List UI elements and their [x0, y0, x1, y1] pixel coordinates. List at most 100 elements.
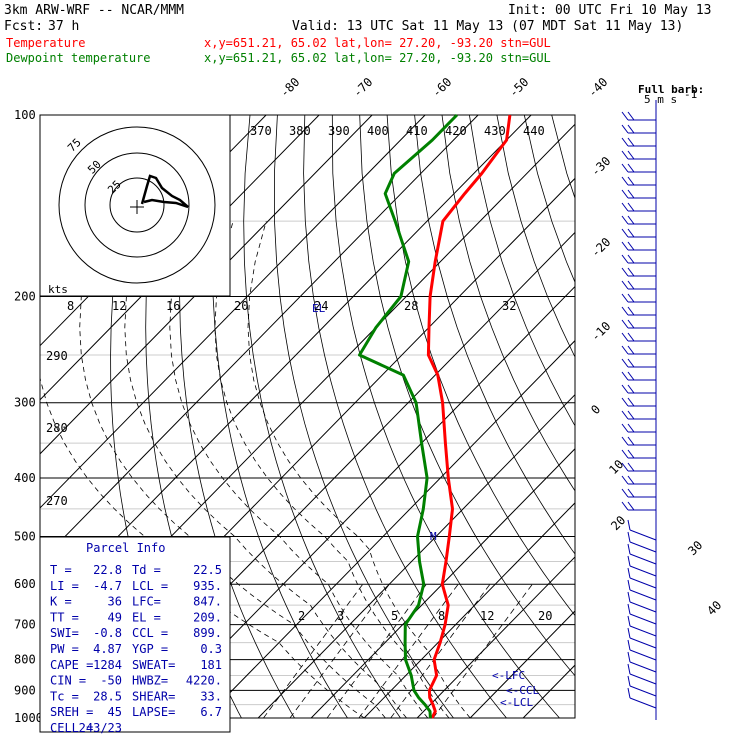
parcel-info-cell: CCL =: [132, 626, 168, 640]
fcst-label: Fcst:: [4, 19, 43, 34]
wind-barb-flag: [621, 150, 629, 160]
isotherm-10: [363, 502, 575, 718]
parcel-info-cell: 36: [108, 595, 122, 609]
pressure-tick-label: 900: [14, 683, 36, 697]
isotherm-label: -20: [588, 235, 613, 260]
dry-adiabat-410: [579, 115, 740, 731]
hodograph-trace: [140, 174, 189, 209]
dewpoint-line: [358, 113, 458, 719]
parcel-info-cell: 45: [108, 705, 122, 719]
wind-barb-flag: [621, 137, 629, 147]
parcel-info-cell: T =: [50, 563, 72, 577]
theta-label: 400: [367, 124, 389, 138]
wind-barb: [629, 529, 657, 541]
isotherm-label: -30: [588, 154, 613, 179]
moist-adiabat-18: [124, 221, 407, 718]
parcel-info-cell: 847.: [193, 595, 222, 609]
wind-barb-flag: [627, 202, 635, 212]
theta-label: 420: [445, 124, 467, 138]
parcel-info-cell: 935.: [193, 579, 222, 593]
dry-adiabat-320: [331, 115, 561, 718]
wind-barb-flag: [627, 615, 631, 627]
wind-barb-flag: [621, 267, 629, 277]
legend-temperature-label: Temperature: [6, 36, 85, 50]
wind-barb-flag: [627, 228, 635, 238]
pressure-tick-label: 1000: [14, 711, 43, 725]
dry-adiabat-label: 270: [46, 494, 68, 508]
parcel-info-cell: 899.: [193, 626, 222, 640]
wind-barb-flag: [627, 163, 635, 173]
wind-barb-flag: [627, 591, 631, 603]
wind-barb-flag: [621, 176, 629, 186]
wind-barb-flag: [627, 436, 635, 446]
ccl-marker: <-CCL: [506, 684, 539, 697]
wind-barb-flag: [627, 137, 635, 147]
wind-barb-flag: [621, 501, 629, 511]
dry-adiabat-380: [496, 115, 575, 358]
init-time: Init: 00 UTC Fri 10 May 13: [508, 3, 712, 18]
wind-barb-flag: [621, 280, 629, 290]
parcel-info-cell: 22.5: [193, 563, 222, 577]
wind-barb: [629, 601, 657, 613]
wind-barb-flag: [627, 567, 631, 579]
hodograph-unit-label: kts: [48, 283, 68, 296]
wind-barb: [629, 541, 657, 553]
wind-barb: [629, 673, 657, 685]
isotherm--100: [40, 115, 373, 455]
pressure-tick-label: 200: [14, 290, 36, 304]
parcel-info-panel: Parcel Info T = 22.8 Td = 22.5 LI = -4.7 LCL =…: [39, 536, 231, 735]
wind-barb-flag: [627, 111, 635, 121]
mixing-ratio-label: 5: [391, 609, 398, 623]
pressure-tick-label: 700: [14, 618, 36, 632]
wind-barb-flag: [627, 663, 631, 675]
mixing-ratio-2: [263, 583, 364, 718]
parcel-info-cell: LCL =: [132, 579, 168, 593]
isotherm--30: [151, 285, 575, 718]
wind-barb-flag: [621, 293, 629, 303]
parcel-info-rows: T = 22.8 Td = 22.5 LI = -4.7 LCL = 935. K = 36 LFC…: [50, 563, 222, 735]
wind-barb: [629, 577, 657, 589]
wind-barb-flag: [621, 215, 629, 225]
wind-barb-flag: [627, 267, 635, 277]
plot-frame: [39, 114, 576, 719]
wind-barb-flag: [627, 319, 635, 329]
pressure-tick-label: 100: [14, 108, 36, 122]
theta-label: 410: [406, 124, 428, 138]
parcel-info-cell: LAPSE=: [132, 705, 175, 719]
hodograph-frame: [39, 114, 231, 297]
wind-barb-flag: [621, 111, 629, 121]
pressure-tick-label: 800: [14, 653, 36, 667]
dry-adiabat-360: [441, 115, 575, 492]
legend-dewpoint-label: Dewpoint temperature: [6, 51, 151, 65]
parcel-info-cell: Tc =: [50, 689, 79, 703]
theta-label: 430: [484, 124, 506, 138]
dry-adiabat-310: [303, 115, 508, 718]
lfc-marker: <-LFC: [492, 669, 525, 682]
wind-barb-flag: [627, 189, 635, 199]
wind-barb-flag: [627, 358, 635, 368]
parcel-info-cell: TT =: [50, 610, 79, 624]
parcel-info-cell: 49: [108, 610, 122, 624]
isotherm-label: -40: [585, 75, 610, 100]
dry-adiabat-460: [716, 115, 740, 731]
parcel-info-cell: PW =: [50, 642, 79, 656]
isotherm--90: [40, 115, 426, 509]
mixing-ratio-5: [326, 583, 427, 718]
wind-barb: [629, 625, 657, 637]
wind-barb-flag: [627, 410, 635, 420]
wind-barb-flag: [627, 150, 635, 160]
wind-barb-flag: [627, 501, 635, 511]
wind-barb-flag: [621, 449, 629, 459]
legend-dewpoint-info: x,y=651.21, 65.02 lat,lon= 27.20, -93.20…: [204, 51, 551, 65]
parcel-info-cell: Td =: [132, 563, 161, 577]
wind-barb-flag: [627, 579, 631, 591]
dry-adiabat-370: [469, 115, 575, 427]
parcel-info-cell: YGP =: [132, 642, 168, 656]
isotherm-30: [469, 610, 575, 718]
wind-barb-flag: [627, 651, 631, 663]
isotherm-label: -10: [588, 319, 613, 344]
parcel-info-cell: CAPE =: [50, 658, 93, 672]
hodograph: 25 50 75 kts: [39, 114, 231, 297]
wind-barb-flag: [621, 254, 629, 264]
hodograph-ring-75: [58, 126, 216, 284]
